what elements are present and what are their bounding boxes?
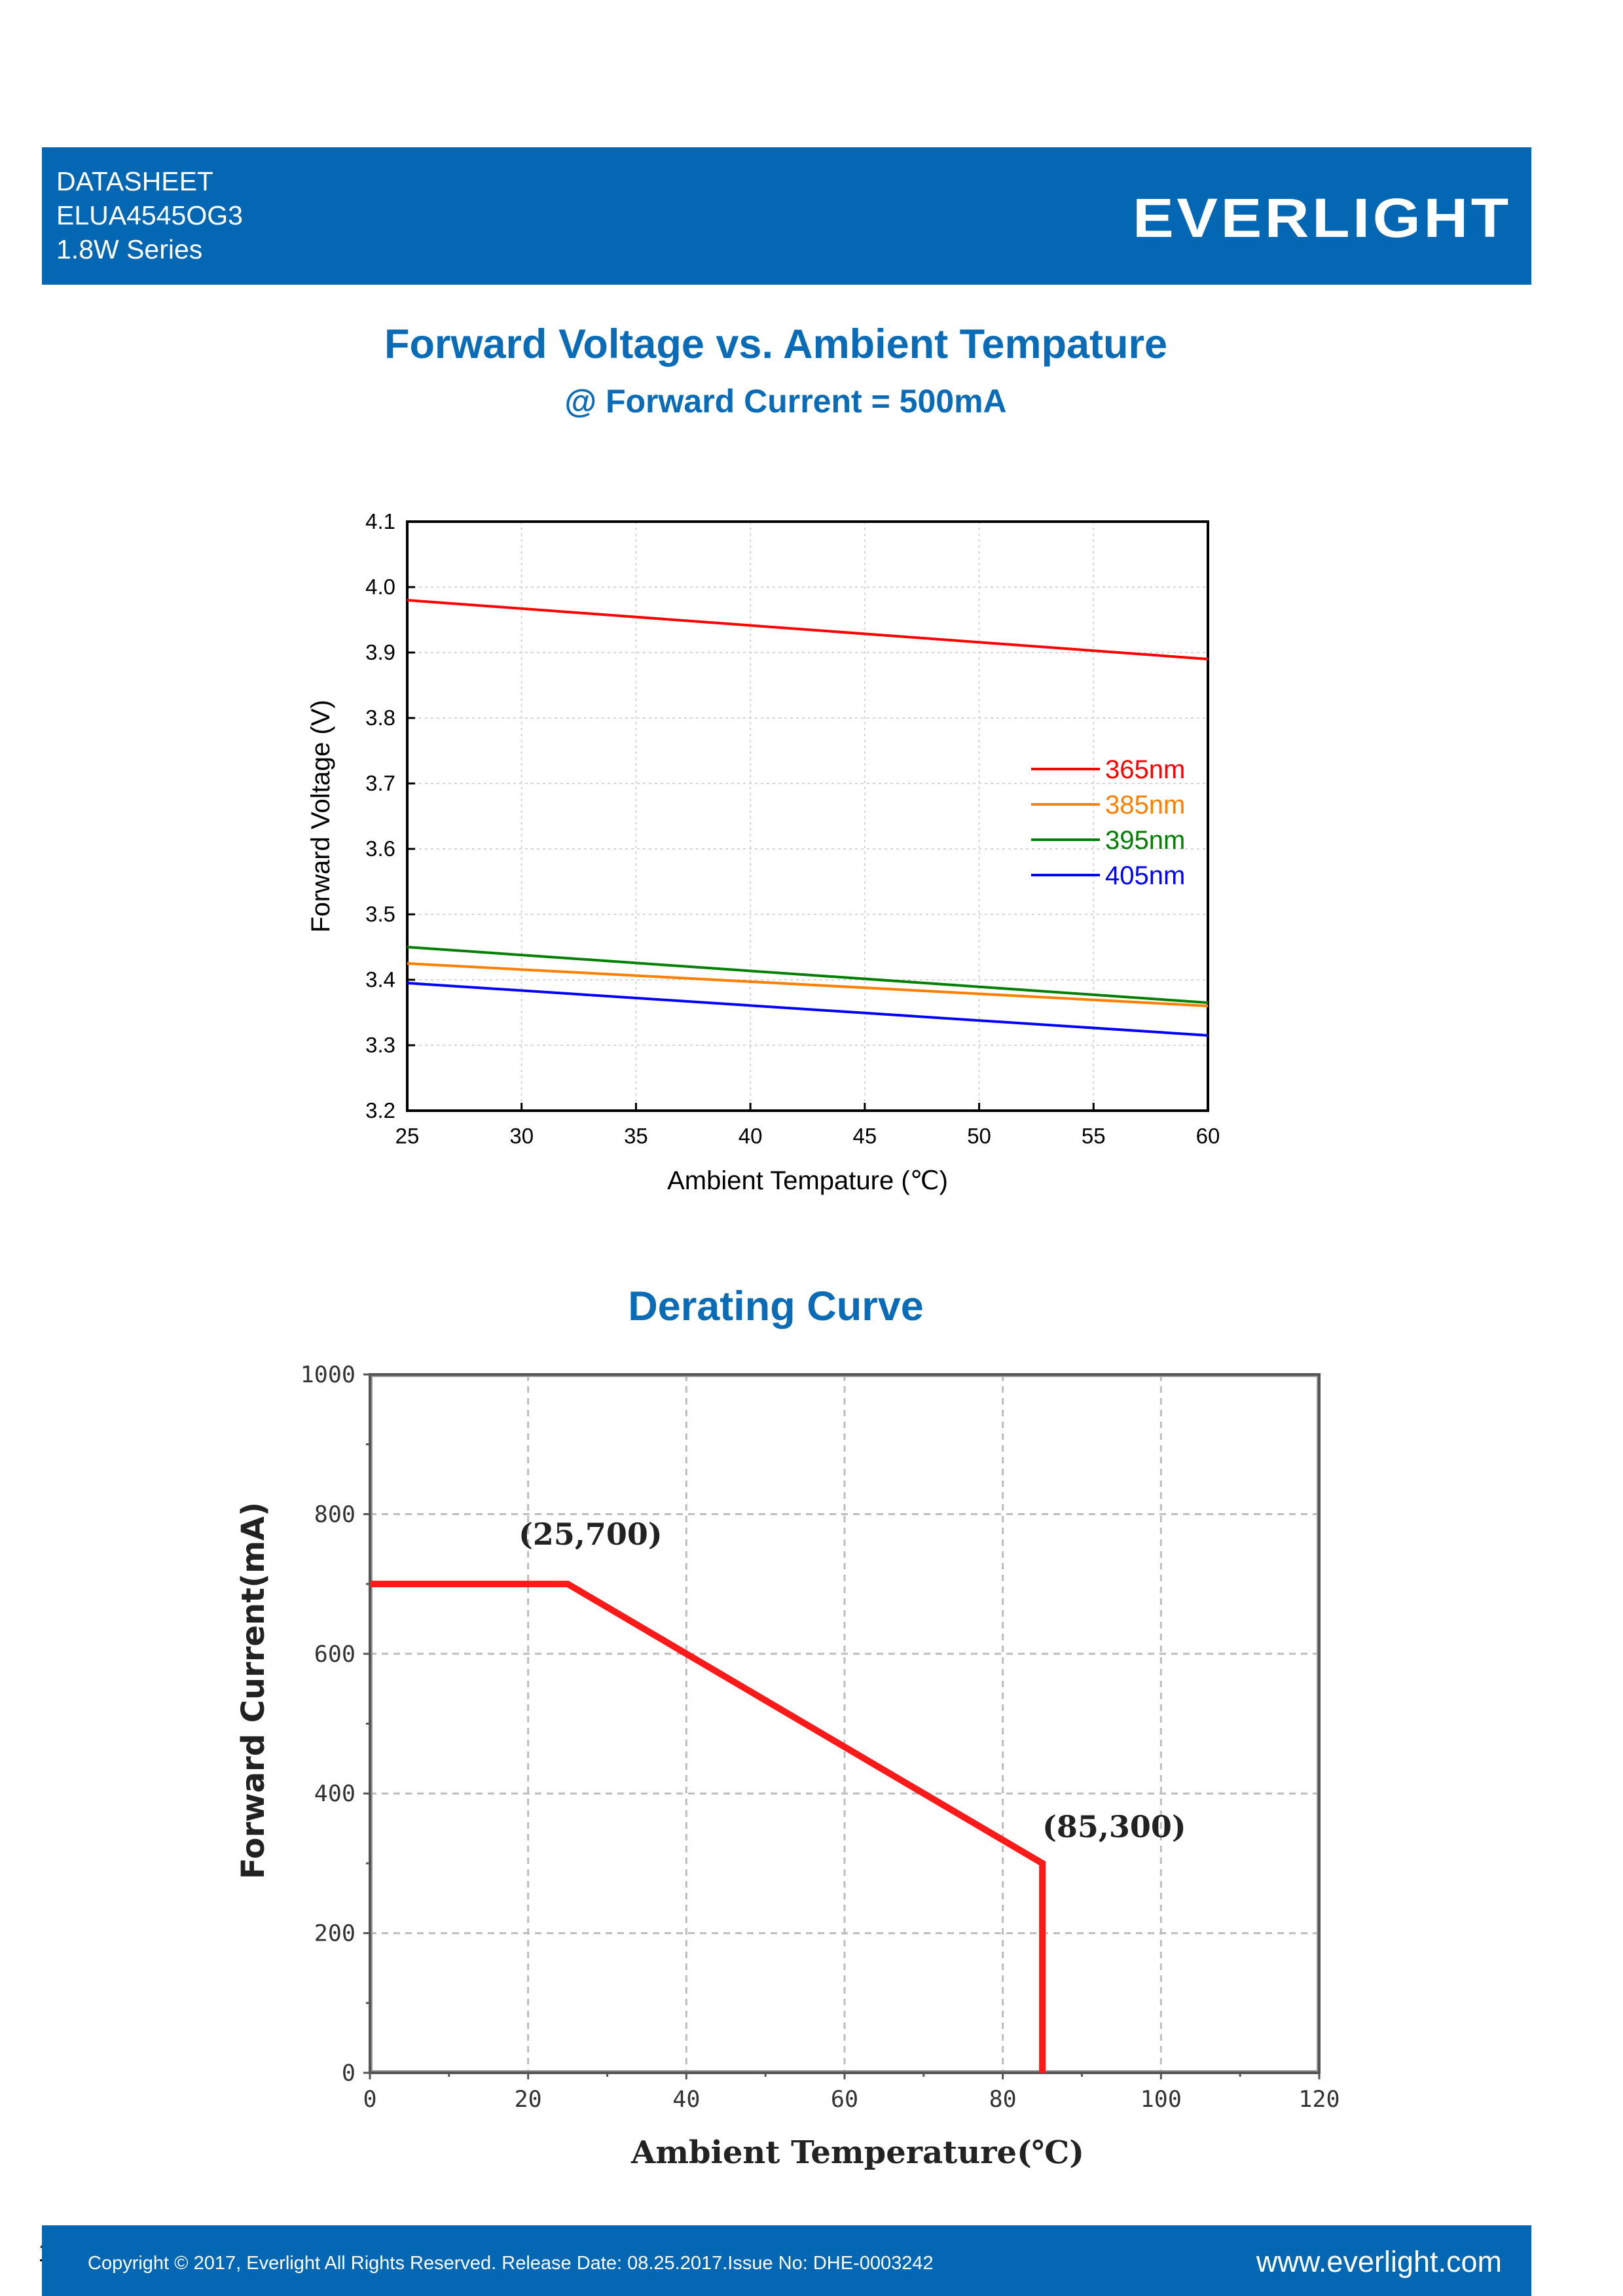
- chart1-y-axis-label: Forward Voltage (V): [306, 700, 335, 933]
- everlight-logo: EVERLIGHT: [1133, 187, 1512, 249]
- chart1-y-tick-label: 3.8: [365, 706, 395, 730]
- chart1-x-axis-label: Ambient Tempature (℃): [667, 1166, 948, 1195]
- chart2-point-annotation: (25,700): [519, 1516, 663, 1552]
- chart2-y-tick-label: 600: [314, 1641, 356, 1668]
- chart1-y-tick-label: 3.6: [365, 836, 395, 861]
- chart1-series-line-365nm: [407, 599, 1209, 660]
- chart2-x-tick-label: 80: [989, 2087, 1017, 2113]
- header-part-number: ELUA4545OG3: [56, 200, 243, 230]
- chart1-x-tick-label: 50: [967, 1124, 991, 1148]
- chart1-x-tick-label: 30: [509, 1124, 534, 1148]
- chart2-x-tick-label: 120: [1298, 2087, 1340, 2113]
- chart1-x-tick-label: 35: [624, 1124, 648, 1148]
- chart2-y-tick-label: 800: [314, 1501, 356, 1528]
- chart1-x-tick-label: 55: [1082, 1124, 1106, 1148]
- chart1-legend-label-365nm: 365nm: [1105, 755, 1185, 784]
- chart1-legend-label-395nm: 395nm: [1105, 826, 1185, 855]
- chart1-y-tick-label: 3.5: [365, 902, 395, 926]
- chart2-point-annotation: (85,300): [1042, 1809, 1186, 1844]
- chart2-plot-frame: [369, 1373, 1321, 2074]
- chart2-x-tick-label: 20: [515, 2087, 542, 2113]
- page-header: DATASHEET ELUA4545OG3 1.8W Series EVERLI…: [42, 147, 1531, 285]
- chart1-x-tick-label: 45: [852, 1124, 877, 1148]
- chart2-y-tick-label: 200: [314, 1921, 356, 1947]
- chart1-legend-label-385nm: 385nm: [1105, 791, 1185, 819]
- chart1-y-tick-label: 3.7: [365, 771, 395, 795]
- chart1-y-tick-label: 4.1: [365, 509, 395, 533]
- chart2-x-tick-label: 100: [1140, 2087, 1182, 2113]
- chart2-plot-frame-inner: [371, 1376, 1318, 2072]
- copyright-text: Copyright © 2017, Everlight All Rights R…: [88, 2253, 934, 2274]
- chart1-y-tick-label: 3.9: [365, 640, 395, 664]
- chart1-x-tick-label: 40: [739, 1124, 763, 1148]
- chart1-series-line-405nm: [407, 982, 1209, 1037]
- chart1-title: Forward Voltage vs. Ambient Tempature: [384, 321, 1168, 367]
- chart1-y-tick-label: 3.4: [365, 967, 395, 992]
- chart1-y-tick-label: 3.3: [365, 1033, 395, 1057]
- forward-voltage-chart: 25 30 35 40 45 50 55 60 3.2 3.3 3.4 3.5 3.6 3.7 3.8 3.9…: [306, 509, 1220, 1195]
- header-text: DATASHEET ELUA4545OG3 1.8W Series: [56, 164, 243, 266]
- chart2-y-tick-label: 0: [342, 2060, 356, 2087]
- chart2-x-tick-label: 0: [363, 2087, 376, 2113]
- chart1-x-tick-label: 60: [1196, 1124, 1220, 1148]
- chart2-x-axis-label: Ambient Temperature(℃): [630, 2134, 1084, 2171]
- website-link[interactable]: www.everlight.com: [1256, 2245, 1502, 2278]
- chart1-legend-label-405nm: 405nm: [1105, 861, 1185, 890]
- chart1-x-tick-label: 25: [395, 1124, 420, 1148]
- chart1-subtitle: @ Forward Current = 500mA: [564, 383, 1007, 420]
- chart2-y-axis-label: Forward Current(mA): [235, 1502, 272, 1879]
- header-series: 1.8W Series: [56, 234, 203, 264]
- chart2-y-tick-label: 400: [314, 1781, 356, 1807]
- chart1-series-line-395nm: [407, 946, 1209, 1004]
- chart1-series-line-385nm: [407, 962, 1209, 1007]
- chart1-y-tick-label: 4.0: [365, 575, 395, 599]
- page-footer: Copyright © 2017, Everlight All Rights R…: [42, 2225, 1531, 2296]
- chart1-plot-frame: [406, 520, 1209, 1112]
- chart2-title: Derating Curve: [628, 1283, 924, 1329]
- chart2-derating-line: [370, 1581, 1046, 2073]
- chart1-y-tick-label: 3.2: [365, 1098, 395, 1122]
- derating-curve-chart: 0 20 40 60 80 100 120 0 200 400 600 800 1000 (25,700)…: [235, 1362, 1340, 2171]
- chart2-x-tick-label: 40: [672, 2087, 700, 2113]
- chart2-y-tick-label: 1000: [301, 1362, 356, 1388]
- chart2-x-tick-label: 60: [831, 2087, 858, 2113]
- header-doc-type: DATASHEET: [56, 166, 213, 196]
